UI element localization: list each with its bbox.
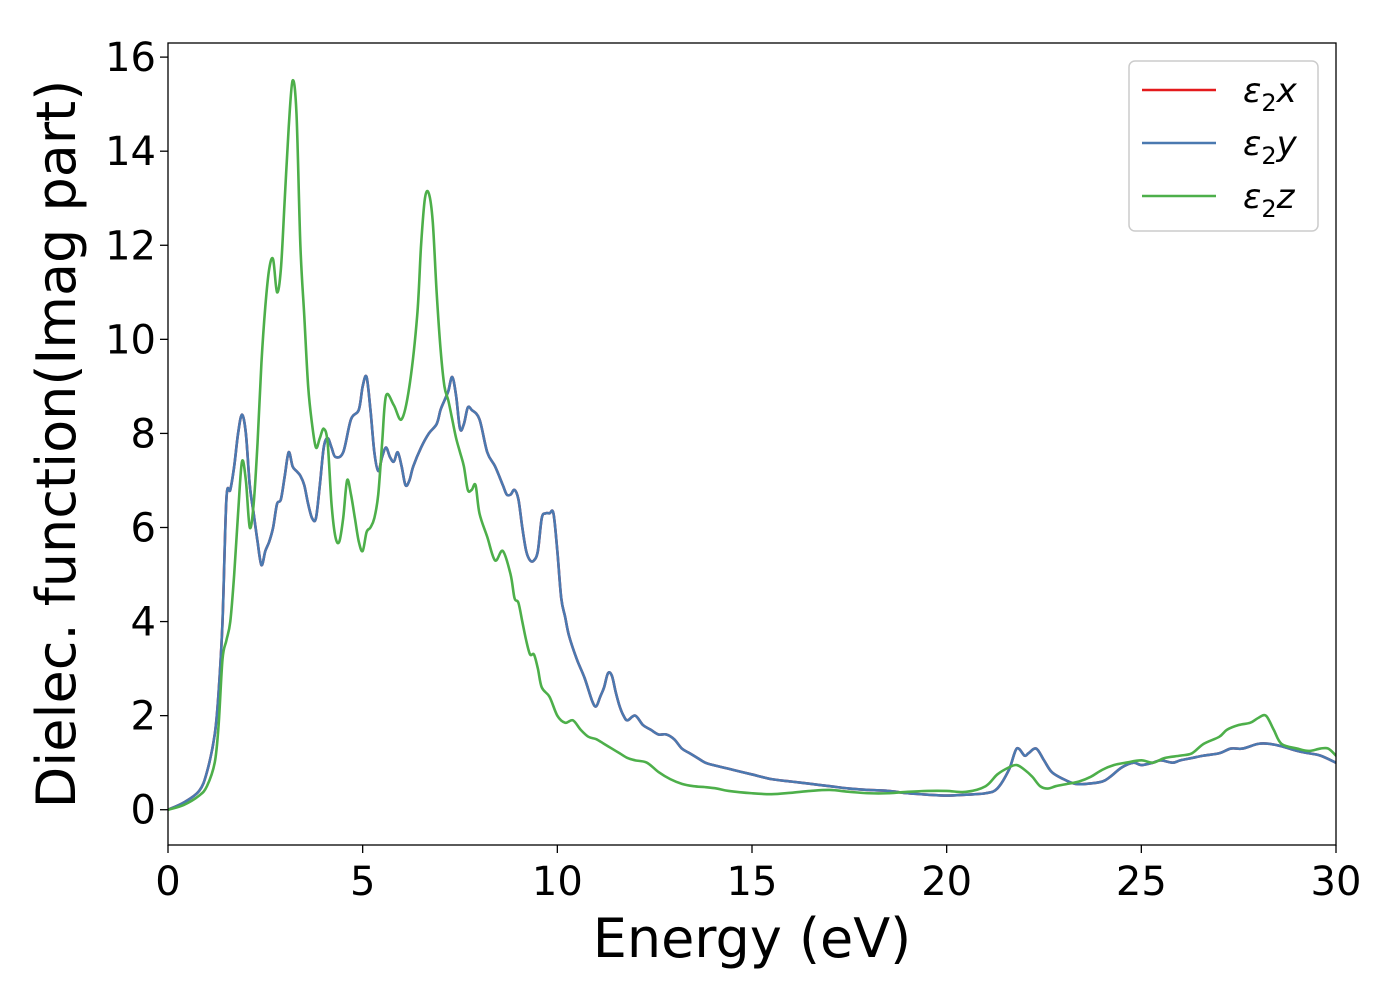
x-tick-label: 5 bbox=[350, 859, 375, 905]
legend-subscript: 2 bbox=[1261, 89, 1276, 117]
y-tick-label: 14 bbox=[105, 129, 156, 175]
y-tick-label: 0 bbox=[131, 788, 156, 834]
x-tick-label: 30 bbox=[1311, 859, 1362, 905]
legend-label-z: ε2z bbox=[1243, 177, 1296, 223]
y-tick-label: 2 bbox=[131, 694, 156, 740]
x-axis: 0 5 10 15 20 25 30 bbox=[155, 845, 1361, 905]
y-tick-label: 16 bbox=[105, 35, 156, 81]
legend-variable: x bbox=[1276, 71, 1298, 111]
x-tick-label: 20 bbox=[921, 859, 972, 905]
legend-label-y: ε2y bbox=[1243, 124, 1298, 170]
legend-label-x: ε2x bbox=[1243, 71, 1298, 117]
legend-variable: z bbox=[1276, 177, 1296, 217]
y-axis: 0 2 4 6 8 10 12 14 16 bbox=[105, 35, 168, 834]
x-axis-title: Energy (eV) bbox=[593, 907, 912, 970]
series-line-y bbox=[168, 374, 1336, 812]
x-tick-label: 25 bbox=[1116, 859, 1167, 905]
y-tick-label: 10 bbox=[105, 317, 156, 363]
x-tick-label: 10 bbox=[532, 859, 583, 905]
legend-box bbox=[1128, 60, 1319, 232]
legend-subscript: 2 bbox=[1261, 142, 1276, 170]
series-layer bbox=[168, 78, 1336, 812]
legend-symbol: ε bbox=[1243, 177, 1261, 217]
legend-variable: y bbox=[1276, 124, 1298, 164]
y-tick-label: 8 bbox=[131, 411, 156, 457]
x-tick-label: 0 bbox=[155, 859, 180, 905]
series-line-z bbox=[168, 78, 1336, 812]
y-tick-label: 4 bbox=[131, 600, 156, 646]
y-tick-label: 6 bbox=[131, 505, 156, 551]
legend-symbol: ε bbox=[1243, 71, 1261, 111]
x-tick-label: 15 bbox=[727, 859, 778, 905]
y-axis-title: Dielec. function(Imag part) bbox=[25, 80, 88, 809]
legend-symbol: ε bbox=[1243, 124, 1261, 164]
y-tick-label: 12 bbox=[105, 223, 156, 269]
legend-subscript: 2 bbox=[1261, 195, 1276, 223]
